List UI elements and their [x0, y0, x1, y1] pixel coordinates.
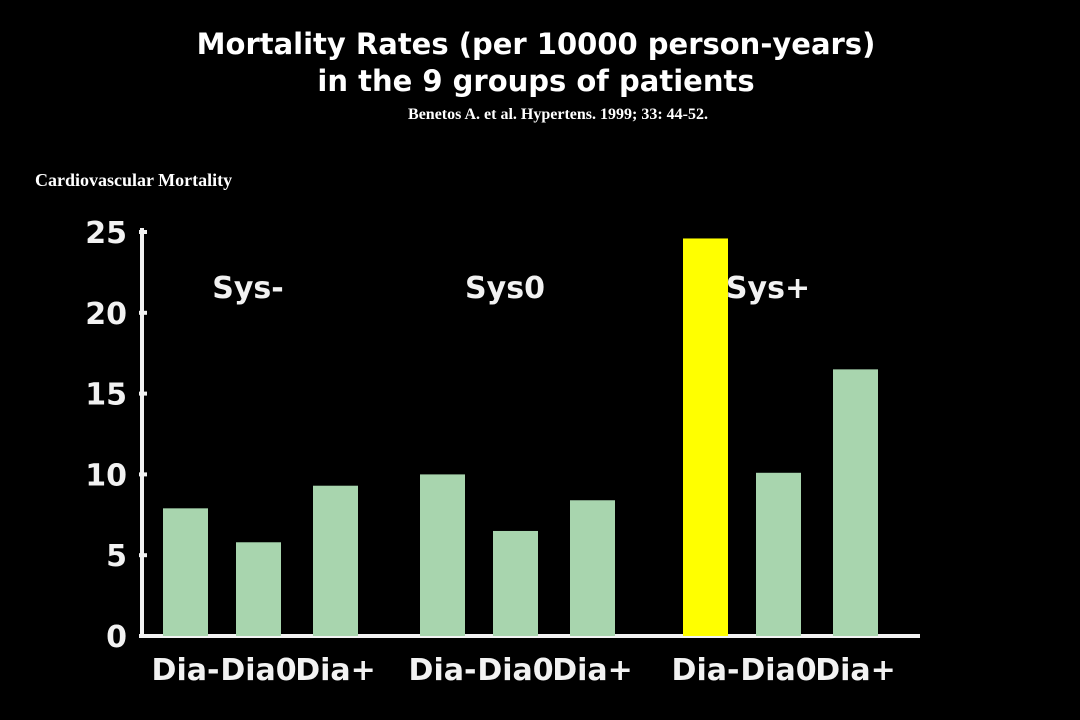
- category-label-2-2: Dia+: [815, 653, 896, 688]
- y-tick-label-5: 5: [106, 539, 127, 574]
- bar-1-2: [570, 500, 615, 636]
- bar-1-0: [420, 474, 465, 636]
- group-label-2: Sys+: [726, 271, 810, 306]
- bar-0-1: [236, 542, 281, 636]
- y-tick-label-15: 15: [85, 378, 127, 413]
- y-tick-label-20: 20: [85, 297, 127, 332]
- category-label-1-2: Dia+: [552, 653, 633, 688]
- y-tick-label-10: 10: [85, 458, 127, 493]
- bar-0-2: [313, 485, 358, 636]
- group-label-0: Sys-: [212, 271, 283, 306]
- y-tick-label-25: 25: [85, 216, 127, 251]
- y-tick-label-0: 0: [106, 620, 127, 655]
- chart-subtitle: Cardiovascular Mortality: [35, 170, 233, 190]
- category-label-1-0: Dia-: [409, 653, 477, 688]
- bar-2-0: [683, 238, 728, 637]
- group-label-1: Sys0: [465, 271, 545, 306]
- bar-1-1: [493, 530, 538, 636]
- bar-0-0: [163, 508, 208, 636]
- category-label-2-0: Dia-: [672, 653, 740, 688]
- category-label-0-0: Dia-: [152, 653, 220, 688]
- chart-title-line-1: Mortality Rates (per 10000 person-years): [196, 27, 876, 61]
- category-label-0-2: Dia+: [295, 653, 376, 688]
- citation: Benetos A. et al. Hypertens. 1999; 33: 4…: [408, 106, 708, 123]
- chart-title-line-2: in the 9 groups of patients: [317, 64, 755, 98]
- bar-2-2: [833, 369, 878, 636]
- category-label-0-1: Dia0: [220, 653, 296, 688]
- category-label-1-1: Dia0: [477, 653, 553, 688]
- category-label-2-1: Dia0: [740, 653, 816, 688]
- bar-2-1: [756, 472, 801, 636]
